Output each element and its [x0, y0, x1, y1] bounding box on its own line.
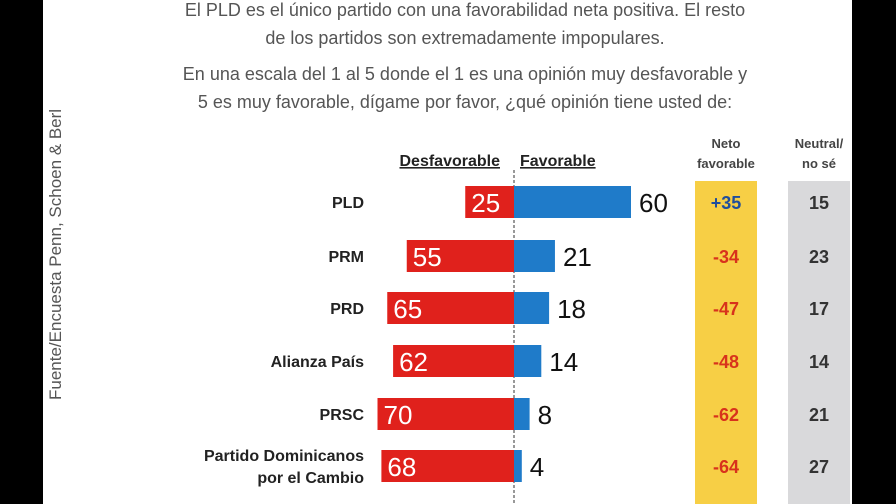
net-favorable-value: -62	[713, 405, 739, 425]
net-favorable-value: -47	[713, 299, 739, 319]
subtitle-line: 5 es muy favorable, dígame por favor, ¿q…	[197, 92, 733, 112]
bar-label-favorable: 21	[563, 242, 592, 272]
table-column-header: Neutral/	[795, 136, 844, 151]
bar-favorable	[514, 292, 550, 324]
neutral-value: 15	[809, 193, 829, 213]
category-label: por el Cambio	[257, 470, 364, 487]
bar-desfavorable	[465, 186, 514, 218]
category-label: Partido Dominicanos	[204, 448, 364, 465]
bar-label-desfavorable: 65	[393, 294, 422, 324]
bar-label-favorable: 4	[530, 452, 544, 482]
table-column-header: no sé	[802, 156, 836, 171]
left-border	[0, 0, 43, 504]
net-favorable-value: -34	[713, 247, 739, 267]
table-column-bg	[695, 181, 757, 504]
neutral-value: 23	[809, 247, 829, 267]
bar-favorable	[514, 398, 530, 430]
category-label: PRSC	[320, 407, 365, 424]
bar-label-favorable: 14	[549, 347, 578, 377]
bar-label-desfavorable: 68	[387, 452, 416, 482]
bar-desfavorable	[381, 450, 514, 482]
bar-desfavorable	[406, 240, 514, 272]
bar-label-favorable: 18	[557, 294, 586, 324]
bar-label-favorable: 60	[639, 188, 668, 218]
right-border	[852, 0, 896, 504]
bar-label-desfavorable: 70	[384, 400, 413, 430]
bar-label-desfavorable: 55	[413, 242, 442, 272]
bar-label-desfavorable: 25	[471, 188, 500, 218]
category-label: PLD	[332, 195, 364, 212]
bar-favorable	[514, 450, 522, 482]
bar-desfavorable	[377, 398, 514, 430]
neutral-value: 27	[809, 457, 829, 477]
table-column-header: Neto	[712, 136, 741, 151]
bar-favorable	[514, 240, 555, 272]
category-label: Alianza País	[271, 354, 364, 371]
subtitle-line: El PLD es el único partido con una favor…	[184, 0, 746, 20]
table-column-bg	[788, 181, 850, 504]
series-header-desfavorable: Desfavorable	[400, 153, 501, 170]
net-favorable-value: +35	[711, 193, 742, 213]
bar-desfavorable	[393, 345, 514, 377]
bar-favorable	[514, 345, 542, 377]
bar-label-desfavorable: 62	[399, 347, 428, 377]
neutral-value: 21	[809, 405, 829, 425]
bar-label-favorable: 8	[538, 400, 552, 430]
neutral-value: 14	[809, 352, 829, 372]
net-favorable-value: -48	[713, 352, 739, 372]
category-label: PRM	[328, 249, 364, 266]
bar-desfavorable	[387, 292, 514, 324]
subtitle-line: En una escala del 1 al 5 donde el 1 es u…	[182, 64, 748, 84]
bar-favorable	[514, 186, 631, 218]
neutral-value: 17	[809, 299, 829, 319]
category-label: PRD	[330, 301, 364, 318]
series-header-favorable: Favorable	[520, 153, 596, 170]
net-favorable-value: -64	[713, 457, 739, 477]
subtitle-line: de los partidos son extremadamente impop…	[265, 28, 665, 48]
table-column-header: favorable	[697, 156, 755, 171]
